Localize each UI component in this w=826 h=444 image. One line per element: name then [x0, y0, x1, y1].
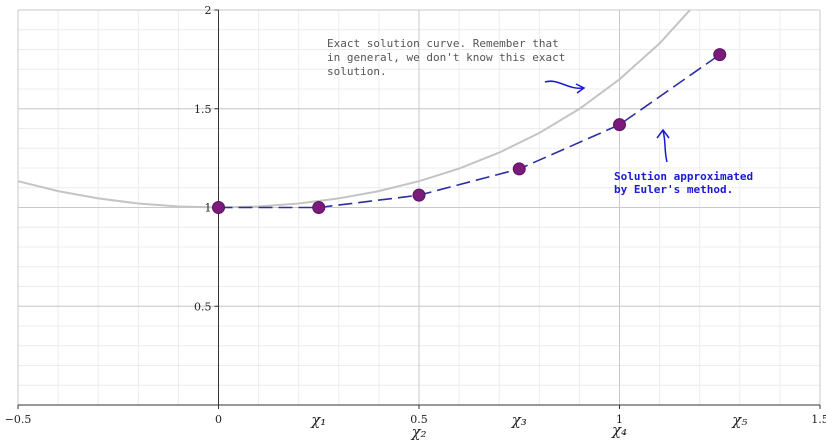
note-line: Solution approximated: [614, 170, 753, 183]
euler-point: [512, 162, 526, 176]
note-line: Exact solution curve. Remember that: [327, 37, 559, 50]
euler-approximation-line: [218, 53, 721, 209]
major-grid: [17, 9, 821, 405]
series-layer: [17, 10, 727, 214]
x-tick-label: 0.5: [410, 413, 428, 426]
handwritten-labels: χ₁ χ₂ χ₃ χ₄ χ₅: [310, 411, 747, 441]
note-line: by Euler's method.: [614, 183, 733, 196]
tick-labels: −0.5 0 0.5 1 1.5 0.5 1 1.5 2: [5, 4, 826, 426]
x-tick-label: −0.5: [5, 413, 32, 426]
handwritten-x-label: χ₃: [511, 411, 527, 429]
y-tick-label: 1.5: [194, 103, 212, 116]
exact-solution-note: Exact solution curve. Remember that in ge…: [327, 37, 565, 78]
arrow-to-euler-curve: [662, 130, 668, 163]
y-tick-label: 1: [205, 202, 212, 215]
euler-note: Solution approximated by Euler's method.: [614, 170, 753, 196]
euler-point: [713, 48, 727, 62]
exact-solution-line: [17, 10, 692, 209]
x-tick-label: 0: [215, 413, 222, 426]
y-tick-label: 0.5: [194, 300, 212, 313]
handwritten-x-label: χ₂: [410, 423, 426, 441]
euler-point: [613, 118, 626, 132]
handwritten-x-label: χ₅: [731, 411, 747, 429]
note-line: solution.: [327, 65, 387, 78]
handwritten-x-label: χ₄: [611, 421, 627, 439]
handwritten-x-label: χ₁: [310, 411, 326, 429]
euler-point: [312, 201, 326, 214]
euler-point: [412, 188, 426, 202]
arrow-head-euler: [656, 128, 670, 139]
arrow-to-exact-curve: [544, 80, 584, 89]
note-line: in general, we don't know this exact: [327, 51, 565, 64]
x-tick-label: 1.5: [811, 413, 826, 426]
euler-point: [212, 201, 225, 214]
arrow-head-exact: [575, 83, 586, 94]
x-tick-label: 1: [616, 413, 623, 426]
y-tick-label: 2: [205, 4, 212, 17]
annotations: Exact solution curve. Remember that in ge…: [327, 37, 753, 196]
